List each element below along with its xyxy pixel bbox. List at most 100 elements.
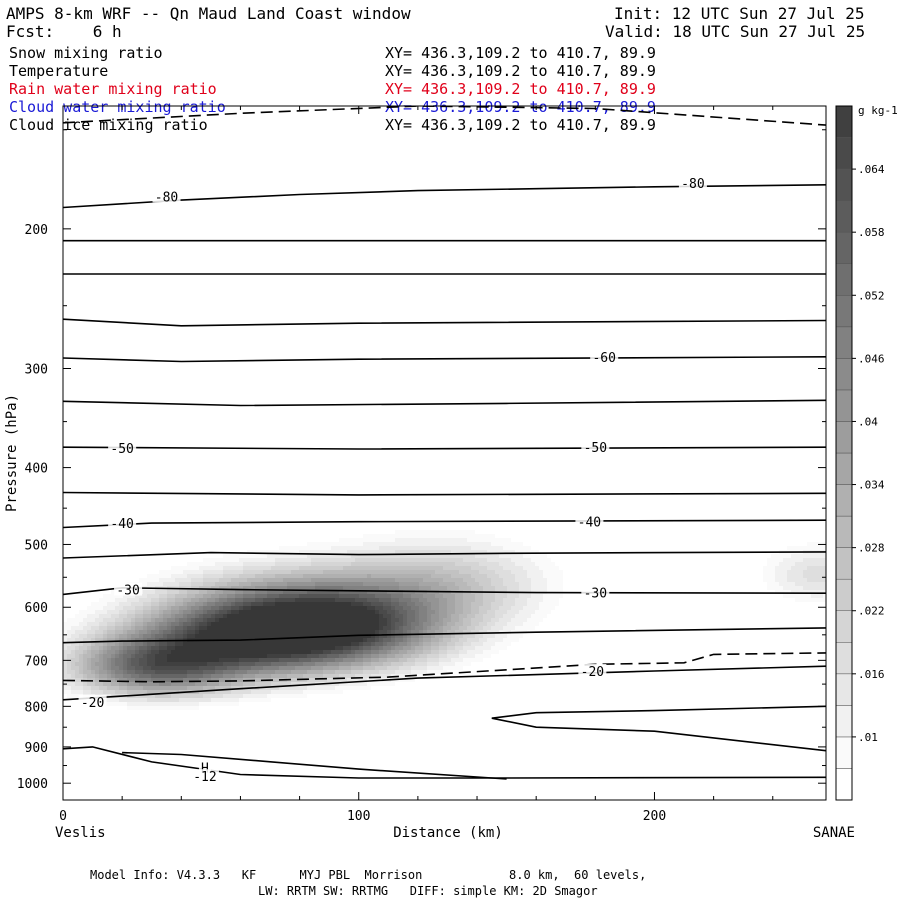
snow-cell — [167, 578, 171, 582]
snow-cell — [423, 570, 427, 574]
snow-cell — [375, 570, 379, 574]
snow-cell — [175, 666, 179, 670]
snow-cell — [423, 606, 427, 610]
snow-cell — [63, 634, 67, 638]
snow-cell — [87, 630, 91, 634]
snow-cell — [399, 622, 403, 626]
snow-cell — [419, 562, 423, 566]
snow-cell — [339, 546, 343, 550]
snow-cell — [203, 650, 207, 654]
snow-cell — [299, 598, 303, 602]
snow-cell — [259, 590, 263, 594]
snow-cell — [271, 618, 275, 622]
snow-cell — [195, 590, 199, 594]
snow-cell — [271, 558, 275, 562]
snow-cell — [523, 550, 527, 554]
snow-cell — [547, 594, 551, 598]
snow-cell — [375, 546, 379, 550]
snow-cell — [419, 578, 423, 582]
snow-cell — [171, 662, 175, 666]
snow-cell — [335, 618, 339, 622]
snow-cell — [443, 642, 447, 646]
snow-cell — [199, 678, 203, 682]
snow-cell — [323, 562, 327, 566]
snow-cell — [331, 682, 335, 686]
snow-cell — [91, 670, 95, 674]
snow-cell — [95, 634, 99, 638]
snow-cell — [259, 698, 263, 702]
snow-cell — [447, 562, 451, 566]
snow-cell — [243, 682, 247, 686]
snow-cell — [151, 578, 155, 582]
snow-cell — [375, 566, 379, 570]
snow-cell — [175, 702, 179, 706]
snow-cell — [455, 662, 459, 666]
snow-cell — [511, 550, 515, 554]
snow-cell — [499, 554, 503, 558]
snow-cell — [203, 598, 207, 602]
snow-cell — [291, 694, 295, 698]
snow-cell — [447, 598, 451, 602]
snow-cell — [335, 686, 339, 690]
snow-cell — [135, 706, 139, 710]
snow-cell — [503, 618, 507, 622]
snow-cell — [371, 606, 375, 610]
snow-cell — [259, 578, 263, 582]
snow-cell — [131, 610, 135, 614]
snow-cell — [275, 578, 279, 582]
snow-cell — [351, 658, 355, 662]
snow-cell — [107, 606, 111, 610]
snow-cell — [323, 590, 327, 594]
snow-cell — [143, 594, 147, 598]
snow-cell — [427, 562, 431, 566]
snow-cell — [279, 670, 283, 674]
snow-cell — [299, 550, 303, 554]
snow-cell — [211, 650, 215, 654]
snow-cell — [383, 570, 387, 574]
snow-cell — [787, 578, 791, 582]
snow-cell — [491, 594, 495, 598]
snow-cell — [187, 658, 191, 662]
snow-cell — [539, 558, 543, 562]
snow-cell — [427, 578, 431, 582]
snow-cell — [331, 622, 335, 626]
snow-cell — [379, 566, 383, 570]
snow-cell — [231, 582, 235, 586]
snow-cell — [415, 550, 419, 554]
snow-cell — [359, 558, 363, 562]
snow-cell — [423, 582, 427, 586]
snow-cell — [127, 642, 131, 646]
snow-cell — [499, 626, 503, 630]
snow-cell — [507, 562, 511, 566]
snow-cell — [463, 582, 467, 586]
snow-cell — [547, 570, 551, 574]
snow-cell — [371, 670, 375, 674]
snow-cell — [239, 694, 243, 698]
snow-cell — [815, 558, 819, 562]
snow-cell — [91, 662, 95, 666]
snow-cell — [287, 674, 291, 678]
snow-cell — [83, 618, 87, 622]
snow-cell — [383, 638, 387, 642]
snow-cell — [247, 654, 251, 658]
snow-cell — [467, 598, 471, 602]
snow-cell — [335, 554, 339, 558]
snow-cell — [263, 634, 267, 638]
colorbar-tick-label: .028 — [858, 542, 885, 555]
snow-cell — [307, 610, 311, 614]
snow-cell — [175, 598, 179, 602]
snow-cell — [387, 558, 391, 562]
snow-cell — [179, 642, 183, 646]
snow-cell — [263, 586, 267, 590]
snow-cell — [403, 614, 407, 618]
snow-cell — [475, 594, 479, 598]
snow-cell — [535, 550, 539, 554]
snow-cell — [443, 614, 447, 618]
snow-cell — [143, 630, 147, 634]
snow-cell — [819, 586, 823, 590]
snow-cell — [143, 602, 147, 606]
snow-cell — [175, 594, 179, 598]
snow-cell — [259, 566, 263, 570]
snow-cell — [363, 670, 367, 674]
snow-cell — [307, 638, 311, 642]
